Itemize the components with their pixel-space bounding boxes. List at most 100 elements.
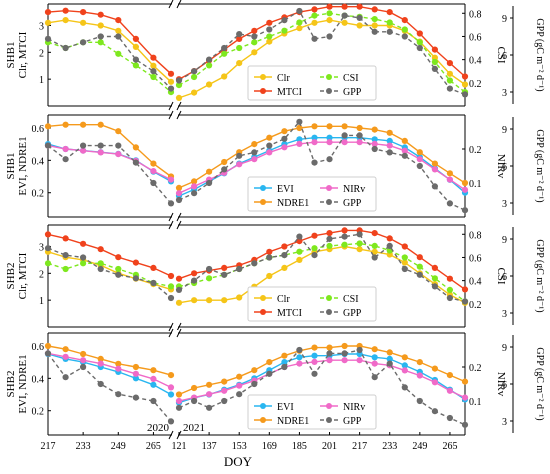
y-axis-label: SHB2 [5,263,17,290]
series-line [178,10,466,96]
panel-1: 1 2 3 0.2 0.4 0.6 0.8 SHB1 Clr, MTCI CSI 3 6 9 GPP (g… [5,0,545,111]
data-point [62,145,69,153]
data-point [97,121,104,128]
gpp-axis-label: GPP (gC m⁻² d⁻¹) [534,239,545,312]
data-point [446,176,453,183]
y-axis-label: SHB1 [5,42,17,69]
data-point [416,149,423,156]
data-point [221,73,228,80]
left-tick-label: 2 [39,269,44,280]
axis-break-mark [176,220,182,230]
gpp-tick-label: 6 [502,272,507,283]
axis-break-mark [168,322,174,332]
data-point [62,252,69,259]
data-point [167,283,175,290]
data-point [150,367,157,374]
legend: EVI NIRv NDRE1 GPP [247,394,377,430]
data-point [115,142,122,149]
axis-break-mark [176,0,182,9]
data-point [461,186,469,193]
right-tick-label: 0.8 [469,9,482,20]
data-point [281,363,288,371]
data-point [401,137,408,144]
data-point [80,363,87,371]
data-point [150,279,157,287]
data-point [371,140,378,147]
data-point [251,27,258,34]
data-point [311,35,318,42]
left-tick-label: 2 [39,48,44,59]
data-point [206,381,213,388]
data-point [311,232,318,239]
data-point [132,62,139,69]
data-point [236,161,243,168]
series-gpp [44,346,469,428]
data-point [326,235,333,242]
data-point [62,235,69,242]
data-point [401,33,408,40]
axis-break-gap [172,214,178,220]
data-point [371,230,378,237]
data-point [115,265,122,273]
legend-marker [260,185,266,191]
series-gpp [44,7,469,98]
data-point [175,94,183,101]
data-point [326,350,333,357]
data-point [461,207,469,214]
legend-box [247,286,377,322]
left-tick-label: 0.2 [32,189,45,200]
data-point [446,85,453,92]
data-point [175,299,183,306]
data-point [311,245,318,252]
data-point [44,342,52,350]
data-point [296,233,303,240]
legend: Clr CSI MTCI GPP [247,65,377,101]
data-point [371,28,378,35]
data-point [266,359,273,366]
data-point [431,264,438,271]
legend-label: MTCI [277,308,302,319]
data-point [311,370,318,377]
axis-break-mark [176,322,182,332]
data-point [401,147,408,154]
data-point [221,158,228,166]
left-tick-label: 1 [39,75,44,86]
y-axis-label: EVI, NDRE1 [17,136,29,195]
data-point [175,397,183,405]
data-point [296,346,303,354]
legend-marker [326,403,332,409]
series-ndre1 [44,121,469,191]
data-point [446,77,453,84]
data-point [80,254,87,261]
data-point [251,49,258,56]
gpp-axis-label: GPP (gC m⁻² d⁻¹) [534,129,545,202]
legend-label: NDRE1 [277,416,309,427]
data-point [401,17,408,24]
data-point [221,264,228,271]
axis-break-mark [168,212,174,222]
data-point [206,275,213,282]
data-point [266,272,273,280]
gpp-tick-label: 3 [502,417,507,428]
data-point [97,11,104,18]
data-point [97,22,104,29]
x-tick-label: 185 [292,441,307,452]
data-point [191,89,198,96]
axis-break-gap [172,112,178,118]
data-point [371,16,378,23]
data-point [266,248,273,255]
data-point [401,152,408,159]
data-point [356,139,363,146]
x-tick-label: 153 [232,441,247,452]
data-point [62,17,69,24]
data-point [326,10,333,17]
x-tick-label: 217 [41,441,56,452]
data-point [191,73,198,81]
data-point [431,365,438,372]
data-point [386,360,393,367]
data-point [416,44,423,52]
axis-break-mark [168,220,174,230]
y-axis-label: Clr, MTCI [17,31,29,78]
axis-break-mark [176,212,182,222]
data-point [251,39,258,46]
